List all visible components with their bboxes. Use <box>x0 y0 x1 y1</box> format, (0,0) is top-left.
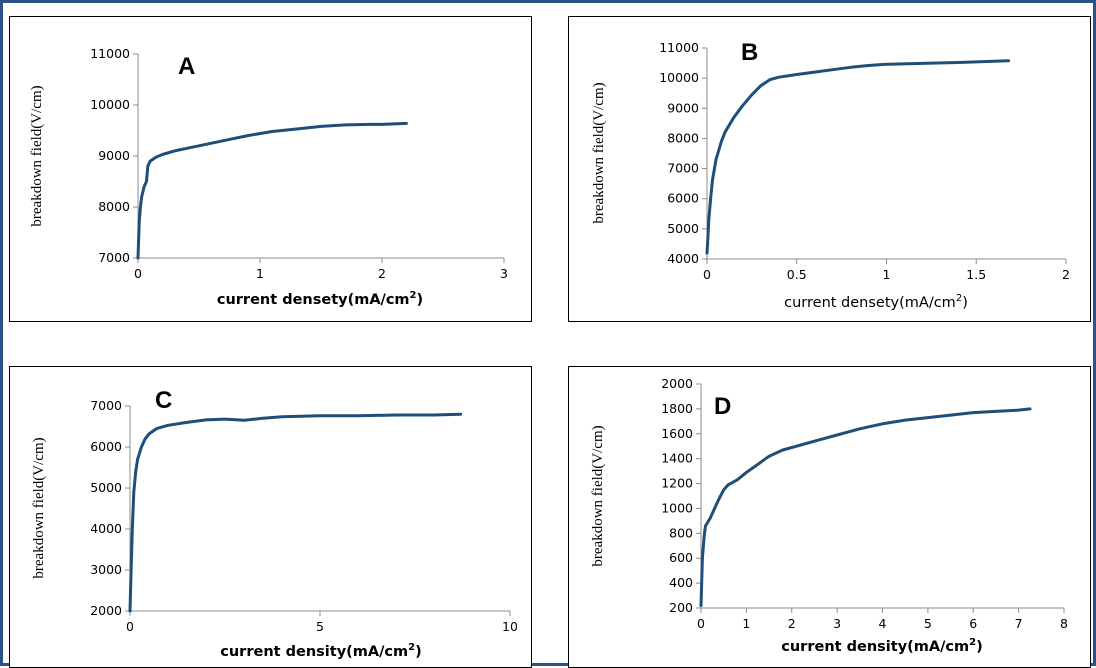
x-tick-label: 0 <box>134 266 142 281</box>
y-tick-label: 8000 <box>667 130 699 145</box>
y-tick-label: 5000 <box>90 480 122 495</box>
x-tick-label: 7 <box>1015 616 1023 631</box>
y-tick-label: 400 <box>669 575 693 590</box>
x-tick-label: 1.5 <box>966 267 986 282</box>
x-tick-label: 0 <box>126 619 134 634</box>
y-tick-label: 1800 <box>661 401 693 416</box>
y-tick-label: 7000 <box>90 398 122 413</box>
y-tick-label: 6000 <box>90 439 122 454</box>
y-tick-label: 9000 <box>667 100 699 115</box>
y-tick-label: 5000 <box>667 221 699 236</box>
x-axis-title-c: current density(mA/cm2) <box>220 642 421 660</box>
y-tick-label: 7000 <box>667 161 699 176</box>
x-tick-label: 1 <box>742 616 750 631</box>
x-axis-title-d: current density(mA/cm2) <box>781 637 982 655</box>
chart-panel-d: 200 400 600 800 1000 1200 1400 1600 1800 2000 0 1 2 3… <box>568 366 1091 668</box>
y-tick-label: 1400 <box>661 451 693 466</box>
x-tick-label: 5 <box>316 619 324 634</box>
chart-b-svg: 4000 5000 6000 7000 8000 9000 10000 11000 0 0.5 1 1… <box>591 39 1070 311</box>
y-tick-label: 2000 <box>661 376 693 391</box>
y-tick-label: 800 <box>669 525 693 540</box>
x-tick-label: 6 <box>969 616 977 631</box>
y-axis-title-b: breakdown field(V/cm) <box>591 82 607 223</box>
x-tick-label: 8 <box>1060 616 1068 631</box>
panel-label-b: B <box>741 39 758 66</box>
y-tick-label: 4000 <box>90 521 122 536</box>
y-tick-label: 10000 <box>90 97 130 112</box>
y-tick-label: 8000 <box>98 199 130 214</box>
y-tick-label: 4000 <box>667 251 699 266</box>
y-tick-label: 1000 <box>661 500 693 515</box>
panel-label-d: D <box>714 393 731 420</box>
x-tick-label: 0 <box>697 616 705 631</box>
panel-label-a: A <box>178 53 195 80</box>
x-tick-label: 3 <box>833 616 841 631</box>
x-tick-label: 1 <box>883 267 891 282</box>
series-line-d <box>699 407 1032 607</box>
x-tick-label: 10 <box>502 619 518 634</box>
y-tick-label: 3000 <box>90 562 122 577</box>
series-line-a <box>136 121 408 260</box>
y-axis-title-d: breakdown field(V/cm) <box>590 425 606 566</box>
x-tick-label: 0.5 <box>787 267 807 282</box>
y-tick-label: 6000 <box>667 191 699 206</box>
chart-d-svg: 200 400 600 800 1000 1200 1400 1600 1800 2000 0 1 2 3… <box>590 376 1068 655</box>
y-tick-label: 200 <box>669 600 693 615</box>
y-tick-label: 11000 <box>659 40 699 55</box>
y-tick-label: 9000 <box>98 148 130 163</box>
y-tick-label: 7000 <box>98 250 130 265</box>
x-axis-title-a: current densety(mA/cm2) <box>217 290 423 308</box>
y-tick-label: 1600 <box>661 426 693 441</box>
y-tick-label: 600 <box>669 550 693 565</box>
x-tick-label: 2 <box>378 266 386 281</box>
y-axis-title-c: breakdown field(V/cm) <box>31 437 47 578</box>
y-tick-label: 11000 <box>90 46 130 61</box>
series-line-b <box>705 59 1011 255</box>
y-axis-title-a: breakdown field(V/cm) <box>29 85 45 226</box>
x-tick-label: 5 <box>924 616 932 631</box>
x-tick-label: 2 <box>788 616 796 631</box>
chart-panel-b: 4000 5000 6000 7000 8000 9000 10000 11000 0 0.5 1 1… <box>568 16 1091 322</box>
x-tick-label: 0 <box>703 267 711 282</box>
x-tick-label: 3 <box>500 266 508 281</box>
panel-label-c: C <box>155 387 172 414</box>
x-tick-label: 1 <box>256 266 264 281</box>
y-tick-label: 1200 <box>661 476 693 491</box>
y-tick-label: 10000 <box>659 70 699 85</box>
x-tick-label: 4 <box>879 616 887 631</box>
x-axis-title-b: current densety(mA/cm2) <box>784 293 968 311</box>
y-tick-label: 2000 <box>90 603 122 618</box>
series-line-c <box>128 412 463 613</box>
x-tick-label: 2 <box>1062 267 1070 282</box>
